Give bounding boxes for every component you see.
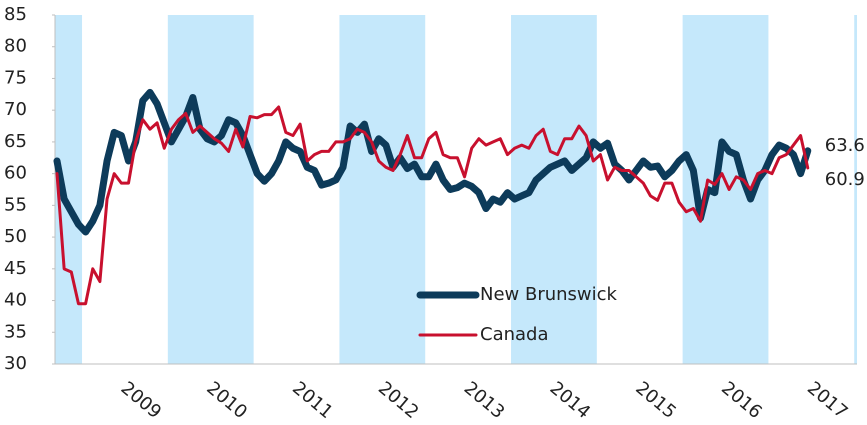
legend-label: Canada	[480, 324, 549, 345]
y-tick-label: 65	[4, 131, 27, 152]
x-tick-label: 2017	[803, 378, 852, 424]
x-tick-label: 2011	[288, 378, 337, 424]
x-tick-label: 2012	[374, 378, 423, 424]
x-tick-label: 2014	[546, 378, 595, 424]
year-band	[167, 15, 254, 364]
x-tick-label: 2009	[117, 378, 166, 424]
x-tick-label: 2013	[460, 378, 509, 424]
year-band	[339, 15, 426, 364]
y-tick-label: 50	[4, 226, 27, 247]
y-tick-label: 75	[4, 67, 27, 88]
y-tick-label: 80	[4, 36, 27, 57]
y-tick-label: 70	[4, 99, 27, 120]
year-band	[854, 15, 857, 364]
y-tick-label: 35	[4, 321, 27, 342]
y-tick-label: 40	[4, 290, 27, 311]
end-label: 63.6	[825, 135, 865, 156]
end-label: 60.9	[825, 169, 865, 190]
x-tick-label: 2015	[631, 378, 680, 424]
y-tick-label: 55	[4, 194, 27, 215]
legend-label: New Brunswick	[480, 284, 618, 305]
x-tick-label: 2010	[202, 378, 251, 424]
year-band	[511, 15, 597, 364]
x-tick-label: 2016	[717, 378, 766, 424]
y-tick-label: 85	[4, 4, 27, 25]
series-line	[55, 105, 810, 306]
y-tick-label: 30	[4, 353, 27, 374]
series-line	[53, 88, 812, 236]
y-tick-label: 60	[4, 163, 27, 184]
y-tick-label: 45	[4, 258, 27, 279]
